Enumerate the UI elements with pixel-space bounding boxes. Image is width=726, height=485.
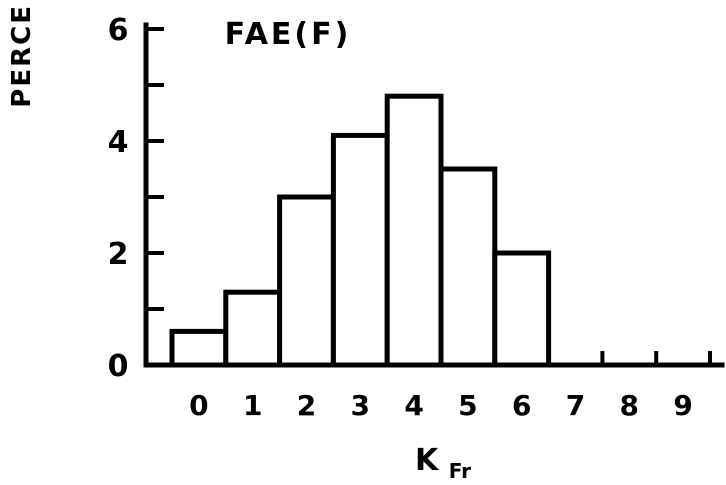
x-tick-label: 6: [512, 389, 531, 422]
y-ticks: 0 2 4 6: [108, 13, 164, 384]
bar-0: [169, 328, 229, 368]
x-tick-label: 7: [566, 389, 585, 422]
bar-1: [223, 289, 283, 368]
y-tick-label: 2: [108, 237, 129, 272]
x-tick-label: 1: [243, 389, 262, 422]
bar-2: [277, 194, 336, 368]
bar-6: [492, 250, 552, 368]
x-tick-label: 0: [189, 389, 208, 422]
bar-5: [438, 166, 498, 368]
y-tick-label: 0: [108, 349, 129, 384]
bars: [169, 93, 712, 368]
x-tick-label: 4: [404, 389, 423, 422]
x-axis-label-main: K: [415, 443, 440, 478]
x-axis-label: K Fr: [415, 443, 471, 483]
x-tick-label: 9: [673, 389, 692, 422]
y-tick-label: 6: [108, 13, 129, 48]
bar-4: [384, 93, 444, 368]
x-tick-label: 5: [458, 389, 477, 422]
x-tick-label: 8: [620, 389, 639, 422]
bar-3: [330, 132, 390, 368]
chart-title: FAE(F): [225, 17, 352, 52]
x-tick-label: 2: [297, 389, 316, 422]
y-axis-label: PERCE: [7, 4, 37, 108]
x-axis-label-subscript: Fr: [449, 459, 471, 483]
y-tick-label: 4: [108, 125, 129, 160]
x-ticks: 0 1 2 3 4 5 6 7 8 9: [189, 389, 693, 422]
x-tick-label: 3: [351, 389, 370, 422]
